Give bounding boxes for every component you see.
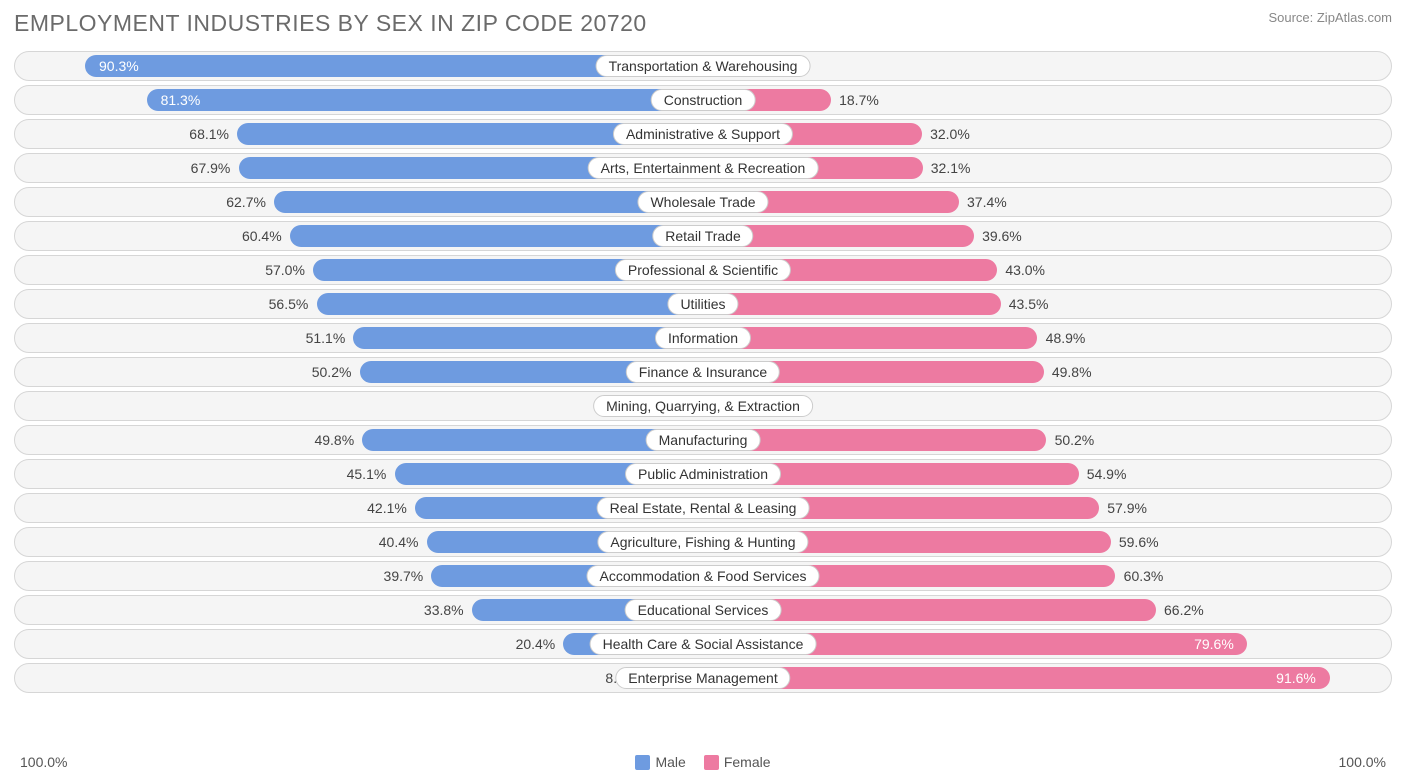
female-bar [703,327,1037,349]
male-pct-label: 20.4% [516,636,556,652]
female-pct-label: 50.2% [1055,432,1095,448]
category-label: Mining, Quarrying, & Extraction [593,395,813,417]
category-label: Finance & Insurance [626,361,780,383]
male-pct-label: 42.1% [367,500,407,516]
category-label: Educational Services [625,599,782,621]
category-label: Agriculture, Fishing & Hunting [597,531,808,553]
female-pct-label: 43.5% [1009,296,1049,312]
chart-row: 40.4% 59.6% Agriculture, Fishing & Hunting [14,527,1392,557]
female-bar [703,293,1001,315]
male-pct-label: 45.1% [347,466,387,482]
chart-header: EMPLOYMENT INDUSTRIES BY SEX IN ZIP CODE… [14,10,1392,37]
female-pct-label: 43.0% [1005,262,1045,278]
chart-row: 90.3%9.7%Transportation & Warehousing [14,51,1392,81]
category-label: Arts, Entertainment & Recreation [588,157,819,179]
chart-row: 81.3% 18.7% Construction [14,85,1392,115]
female-pct-label: 32.1% [931,160,971,176]
chart-row: 42.1% 57.9% Real Estate, Rental & Leasing [14,493,1392,523]
legend-male: Male [635,754,685,770]
male-pct-label: 51.1% [306,330,346,346]
category-label: Utilities [667,293,738,315]
category-label: Manufacturing [646,429,761,451]
male-pct-label: 56.5% [269,296,309,312]
legend: Male Female [635,754,770,770]
swatch-male [635,755,650,770]
swatch-female [704,755,719,770]
chart-row: 20.4% 79.6% Health Care & Social Assistanc… [14,629,1392,659]
axis-left-label: 100.0% [20,754,67,770]
chart-row: 56.5% 43.5% Utilities [14,289,1392,319]
axis-right-label: 100.0% [1339,754,1386,770]
male-pct-label: 57.0% [265,262,305,278]
male-pct-label: 68.1% [189,126,229,142]
female-bar [703,667,1330,689]
female-pct-label: 59.6% [1119,534,1159,550]
category-label: Professional & Scientific [615,259,791,281]
chart-row: 39.7% 60.3% Accommodation & Food Services [14,561,1392,591]
legend-female: Female [704,754,771,770]
chart-row: 45.1% 54.9% Public Administration [14,459,1392,489]
diverging-bar-chart: 90.3%9.7%Transportation & Warehousing 81.… [14,51,1392,748]
category-label: Administrative & Support [613,123,793,145]
chart-row: 60.4% 39.6% Retail Trade [14,221,1392,251]
category-label: Accommodation & Food Services [587,565,820,587]
chart-row: 49.8% 50.2% Manufacturing [14,425,1392,455]
male-bar [147,89,703,111]
female-pct-label: 66.2% [1164,602,1204,618]
female-pct-label: 18.7% [839,92,879,108]
chart-row: 68.1% 32.0% Administrative & Support [14,119,1392,149]
female-pct-label: 39.6% [982,228,1022,244]
female-pct-label: 57.9% [1107,500,1147,516]
category-label: Public Administration [625,463,781,485]
legend-female-label: Female [724,754,771,770]
female-pct-label: 79.6% [1194,636,1234,652]
category-label: Construction [651,89,756,111]
category-label: Retail Trade [652,225,753,247]
category-label: Transportation & Warehousing [596,55,811,77]
female-pct-label: 32.0% [930,126,970,142]
male-pct-label: 67.9% [191,160,231,176]
male-pct-label: 49.8% [314,432,354,448]
chart-row: 50.2% 49.8% Finance & Insurance [14,357,1392,387]
category-label: Enterprise Management [615,667,790,689]
female-pct-label: 91.6% [1276,670,1316,686]
chart-row: 8.4%91.6%Enterprise Management [14,663,1392,693]
male-pct-label: 39.7% [384,568,424,584]
chart-footer: 100.0% Male Female 100.0% [14,754,1392,770]
male-pct-label: 50.2% [312,364,352,380]
female-pct-label: 37.4% [967,194,1007,210]
category-label: Information [655,327,751,349]
male-pct-label: 60.4% [242,228,282,244]
male-bar [290,225,703,247]
female-pct-label: 49.8% [1052,364,1092,380]
male-pct-label: 40.4% [379,534,419,550]
male-pct-label: 81.3% [161,92,201,108]
chart-row: 0.0%0.0%Mining, Quarrying, & Extraction [14,391,1392,421]
chart-row: 33.8% 66.2% Educational Services [14,595,1392,625]
female-pct-label: 60.3% [1124,568,1164,584]
category-label: Health Care & Social Assistance [590,633,817,655]
male-bar [317,293,703,315]
chart-row: 62.7% 37.4% Wholesale Trade [14,187,1392,217]
chart-row: 67.9% 32.1% Arts, Entertainment & Recreati… [14,153,1392,183]
male-pct-label: 62.7% [226,194,266,210]
chart-row: 51.1% 48.9% Information [14,323,1392,353]
male-bar [353,327,703,349]
female-pct-label: 54.9% [1087,466,1127,482]
category-label: Wholesale Trade [637,191,768,213]
source-attribution: Source: ZipAtlas.com [1268,10,1392,25]
male-pct-label: 33.8% [424,602,464,618]
female-pct-label: 48.9% [1046,330,1086,346]
male-pct-label: 90.3% [99,58,139,74]
category-label: Real Estate, Rental & Leasing [597,497,810,519]
chart-row: 57.0% 43.0% Professional & Scientific [14,255,1392,285]
chart-title: EMPLOYMENT INDUSTRIES BY SEX IN ZIP CODE… [14,10,647,37]
legend-male-label: Male [655,754,685,770]
